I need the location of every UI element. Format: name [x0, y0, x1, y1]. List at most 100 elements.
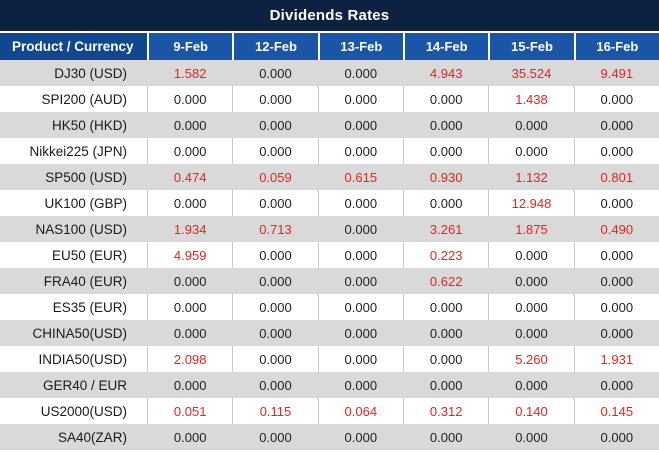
table-row: US2000(USD) 0.051 0.115 0.064 0.312 0.140 0.14… [0, 398, 659, 424]
table-row: NAS100 (USD) 1.934 0.713 0.000 3.261 1.875 0.4… [0, 216, 659, 242]
value-cell: 0.064 [317, 398, 403, 424]
table-row: UK100 (GBP) 0.000 0.000 0.000 0.000 12.948 0.0… [0, 190, 659, 216]
value-cell: 0.000 [259, 273, 292, 289]
value-cell: 0.000 [317, 242, 403, 268]
product-cell: SPI200 (AUD) [41, 91, 127, 107]
value-cell: 0.000 [344, 221, 378, 237]
value-cell: 0.000 [488, 242, 573, 268]
product-cell: Nikkei225 (JPN) [29, 143, 127, 159]
table-row: FRA40 (EUR) 0.000 0.000 0.000 0.622 0.000 0.00… [0, 268, 659, 294]
value-cell: 5.260 [488, 346, 573, 372]
value-cell: 0.000 [232, 346, 317, 372]
value-cell: 0.000 [515, 273, 548, 289]
value-cell: 0.223 [403, 242, 488, 268]
value-cell: 0.000 [515, 429, 548, 445]
table-row: GER40 / EUR 0.000 0.000 0.000 0.000 0.000 0.00… [0, 372, 659, 398]
value-cell: 0.000 [488, 294, 573, 320]
value-cell: 0.115 [232, 398, 317, 424]
value-cell: 0.059 [259, 169, 292, 185]
value-cell: 0.000 [147, 294, 232, 320]
product-cell: GER40 / EUR [42, 377, 127, 393]
value-cell: 0.000 [344, 117, 378, 133]
value-cell: 35.524 [511, 65, 552, 81]
value-cell: 0.000 [259, 65, 292, 81]
value-cell: 0.000 [232, 294, 317, 320]
value-cell: 2.098 [147, 346, 232, 372]
product-cell: HK50 (HKD) [51, 117, 127, 133]
table-row: SA40(ZAR) 0.000 0.000 0.000 0.000 0.000 0.000 [0, 424, 659, 450]
value-cell: 0.140 [488, 398, 573, 424]
value-cell: 0.000 [429, 325, 463, 341]
page-title: Dividends Rates [269, 7, 390, 24]
product-cell: FRA40 (EUR) [43, 273, 127, 289]
value-cell: 0.000 [173, 377, 207, 393]
product-cell: INDIA50(USD) [38, 351, 127, 367]
value-cell: 0.000 [232, 138, 317, 164]
value-cell: 0.000 [573, 86, 659, 112]
product-cell: UK100 (GBP) [44, 195, 127, 211]
value-cell: 0.000 [515, 117, 548, 133]
value-cell: 0.801 [600, 169, 634, 185]
value-cell: 0.000 [232, 190, 317, 216]
value-cell: 0.000 [600, 377, 634, 393]
value-cell: 0.145 [573, 398, 659, 424]
value-cell: 0.000 [429, 377, 463, 393]
value-cell: 4.943 [429, 65, 463, 81]
value-cell: 0.474 [173, 169, 207, 185]
value-cell: 0.000 [573, 138, 659, 164]
table-row: HK50 (HKD) 0.000 0.000 0.000 0.000 0.000 0.000 [0, 112, 659, 138]
value-cell: 0.000 [259, 429, 292, 445]
column-header-date: 9-Feb [147, 33, 233, 60]
column-header-date: 16-Feb [573, 33, 659, 60]
value-cell: 0.312 [403, 398, 488, 424]
table-row: EU50 (EUR) 4.959 0.000 0.000 0.223 0.000 0.000 [0, 242, 659, 268]
value-cell: 0.000 [403, 190, 488, 216]
value-cell: 0.000 [317, 346, 403, 372]
value-cell: 0.615 [344, 169, 378, 185]
value-cell: 0.000 [259, 325, 292, 341]
value-cell: 0.000 [173, 117, 207, 133]
product-cell: SA40(ZAR) [57, 429, 127, 445]
value-cell: 0.000 [429, 117, 463, 133]
column-header-date: 15-Feb [488, 33, 574, 60]
value-cell: 0.000 [232, 86, 317, 112]
value-cell: 0.000 [403, 294, 488, 320]
table-header-row: Product / Currency 9-Feb 12-Feb 13-Feb 14-F… [0, 31, 659, 60]
value-cell: 0.000 [403, 346, 488, 372]
value-cell: 0.000 [573, 190, 659, 216]
value-cell: 0.490 [600, 221, 634, 237]
value-cell: 0.000 [403, 138, 488, 164]
value-cell: 1.931 [573, 346, 659, 372]
value-cell: 0.051 [147, 398, 232, 424]
table-row: SPI200 (AUD) 0.000 0.000 0.000 0.000 1.438 0.0… [0, 86, 659, 112]
column-header-product: Product / Currency [0, 33, 147, 60]
value-cell: 0.000 [600, 325, 634, 341]
value-cell: 0.000 [573, 294, 659, 320]
value-cell: 0.000 [317, 190, 403, 216]
value-cell: 4.959 [147, 242, 232, 268]
value-cell: 0.000 [173, 273, 207, 289]
table-row: Nikkei225 (JPN) 0.000 0.000 0.000 0.000 0.000… [0, 138, 659, 164]
table-row: ES35 (EUR) 0.000 0.000 0.000 0.000 0.000 0.000 [0, 294, 659, 320]
value-cell: 0.000 [488, 138, 573, 164]
value-cell: 0.000 [317, 86, 403, 112]
value-cell: 0.000 [344, 65, 378, 81]
value-cell: 1.875 [515, 221, 548, 237]
table-row: DJ30 (USD) 1.582 0.000 0.000 4.943 35.524 9.49… [0, 60, 659, 86]
value-cell: 0.713 [259, 221, 292, 237]
value-cell: 0.000 [573, 242, 659, 268]
value-cell: 0.000 [344, 377, 378, 393]
value-cell: 1.582 [173, 65, 207, 81]
value-cell: 3.261 [429, 221, 463, 237]
product-cell: SP500 (USD) [45, 169, 127, 185]
value-cell: 0.000 [429, 429, 463, 445]
table-row: CHINA50(USD) 0.000 0.000 0.000 0.000 0.000 0.0… [0, 320, 659, 346]
value-cell: 0.000 [147, 138, 232, 164]
value-cell: 0.000 [344, 325, 378, 341]
value-cell: 0.000 [515, 377, 548, 393]
value-cell: 9.491 [600, 65, 634, 81]
dividends-table: Product / Currency 9-Feb 12-Feb 13-Feb 14-F… [0, 31, 659, 450]
value-cell: 0.930 [429, 169, 463, 185]
value-cell: 0.000 [173, 429, 207, 445]
